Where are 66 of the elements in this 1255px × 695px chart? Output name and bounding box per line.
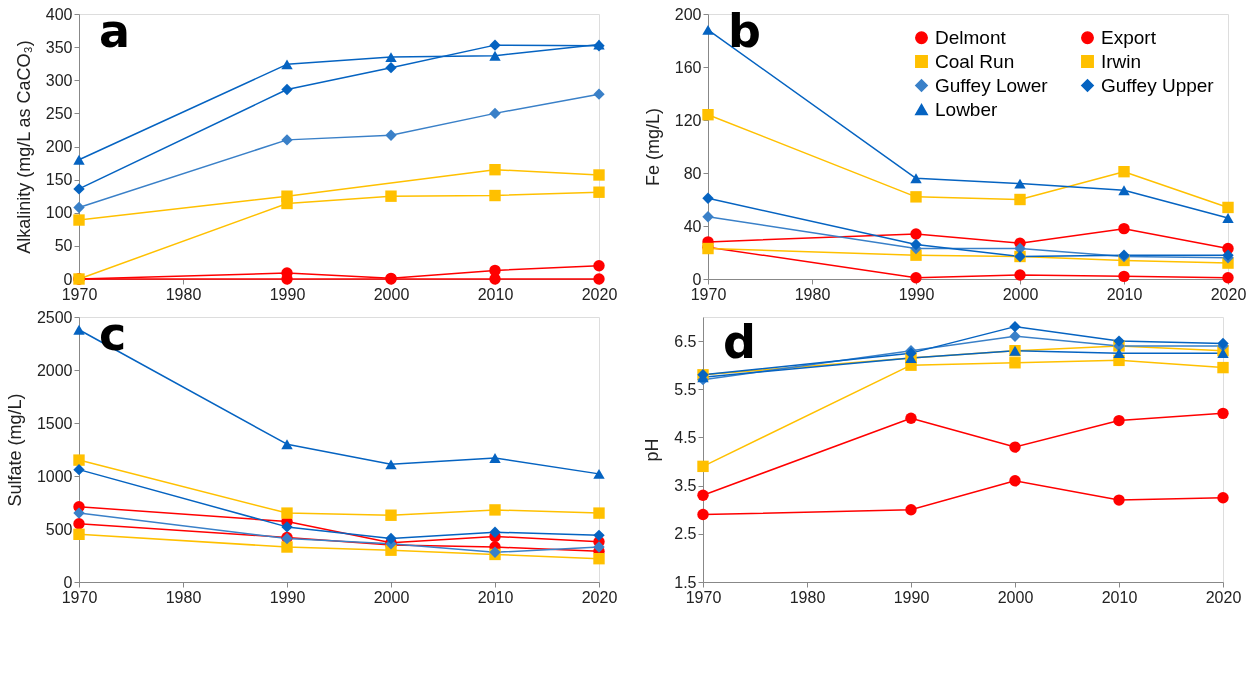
x-tick-label: 1990 xyxy=(269,588,306,606)
x-tick-label: 2020 xyxy=(1210,285,1247,303)
chart-title: b xyxy=(728,4,761,58)
x-tick-label: 1980 xyxy=(789,588,826,606)
x-tick-label: 1980 xyxy=(794,285,831,303)
y-tick-label: 2.5 xyxy=(674,525,697,543)
x-tick-label: 1980 xyxy=(165,588,202,606)
x-tick-label: 2020 xyxy=(581,285,618,303)
x-tick-label: 1970 xyxy=(690,285,727,303)
y-tick-label: 2500 xyxy=(36,308,73,326)
x-tick-label: 1970 xyxy=(685,588,722,606)
x-tick-label: 2000 xyxy=(373,588,410,606)
y-axis-title: Alkalinity (mg/L as CaCO₃) xyxy=(13,40,34,254)
x-tick-label: 2000 xyxy=(1002,285,1039,303)
x-tick-label: 2010 xyxy=(477,285,514,303)
y-tick-label: 0 xyxy=(63,573,73,591)
y-tick-label: 0 xyxy=(63,270,73,288)
x-tick-label: 1970 xyxy=(61,588,98,606)
y-tick-label: 3.5 xyxy=(674,477,697,495)
chart-title: a xyxy=(99,4,131,58)
y-tick-label: 2000 xyxy=(36,361,73,379)
x-tick-label: 2020 xyxy=(581,588,618,606)
y-axis-title: Sulfate (mg/L) xyxy=(4,393,25,507)
y-tick-label: 160 xyxy=(674,58,702,76)
legend-label: Irwin xyxy=(1101,50,1142,72)
y-tick-label: 0 xyxy=(692,270,702,288)
y-tick-label: 1000 xyxy=(36,467,73,485)
y-tick-label: 4.5 xyxy=(674,428,697,446)
x-tick-label: 2020 xyxy=(1205,588,1242,606)
legend-label: Export xyxy=(1101,26,1157,48)
y-tick-label: 350 xyxy=(45,38,73,56)
x-tick-label: 1970 xyxy=(61,285,98,303)
y-tick-label: 6.5 xyxy=(674,332,697,350)
y-tick-label: 120 xyxy=(674,111,702,129)
x-tick-label: 1980 xyxy=(165,285,202,303)
legend-label: Guffey Lower xyxy=(935,74,1049,96)
y-tick-label: 250 xyxy=(45,104,73,122)
y-tick-label: 5.5 xyxy=(674,380,697,398)
y-tick-label: 150 xyxy=(45,171,73,189)
x-tick-label: 2010 xyxy=(1101,588,1138,606)
y-tick-label: 50 xyxy=(54,237,73,255)
y-tick-label: 300 xyxy=(45,71,73,89)
y-tick-label: 200 xyxy=(45,138,73,155)
x-tick-label: 1990 xyxy=(898,285,935,303)
x-tick-label: 2000 xyxy=(373,285,410,303)
legend-label: Coal Run xyxy=(935,50,1015,72)
x-tick-label: 1990 xyxy=(893,588,930,606)
x-tick-label: 2000 xyxy=(997,588,1034,606)
x-tick-label: 2010 xyxy=(1106,285,1143,303)
chart-title: c xyxy=(99,307,127,361)
x-tick-label: 1990 xyxy=(269,285,306,303)
y-tick-label: 400 xyxy=(45,5,73,23)
y-tick-label: 1.5 xyxy=(674,573,697,591)
y-tick-label: 500 xyxy=(45,520,73,538)
y-tick-label: 100 xyxy=(45,204,73,222)
y-tick-label: 40 xyxy=(683,217,702,235)
legend-label: Guffey Upper xyxy=(1101,74,1215,96)
y-axis-title: pH xyxy=(642,438,663,462)
y-axis-title: Fe (mg/L) xyxy=(642,107,663,187)
y-tick-label: 1500 xyxy=(36,414,73,432)
legend-label: Delmont xyxy=(935,26,1007,48)
y-tick-label: 80 xyxy=(683,164,702,182)
y-tick-label: 200 xyxy=(674,5,702,23)
legend-label: Lowber xyxy=(935,98,998,120)
chart-title: d xyxy=(723,315,756,369)
x-tick-label: 2010 xyxy=(477,588,514,606)
